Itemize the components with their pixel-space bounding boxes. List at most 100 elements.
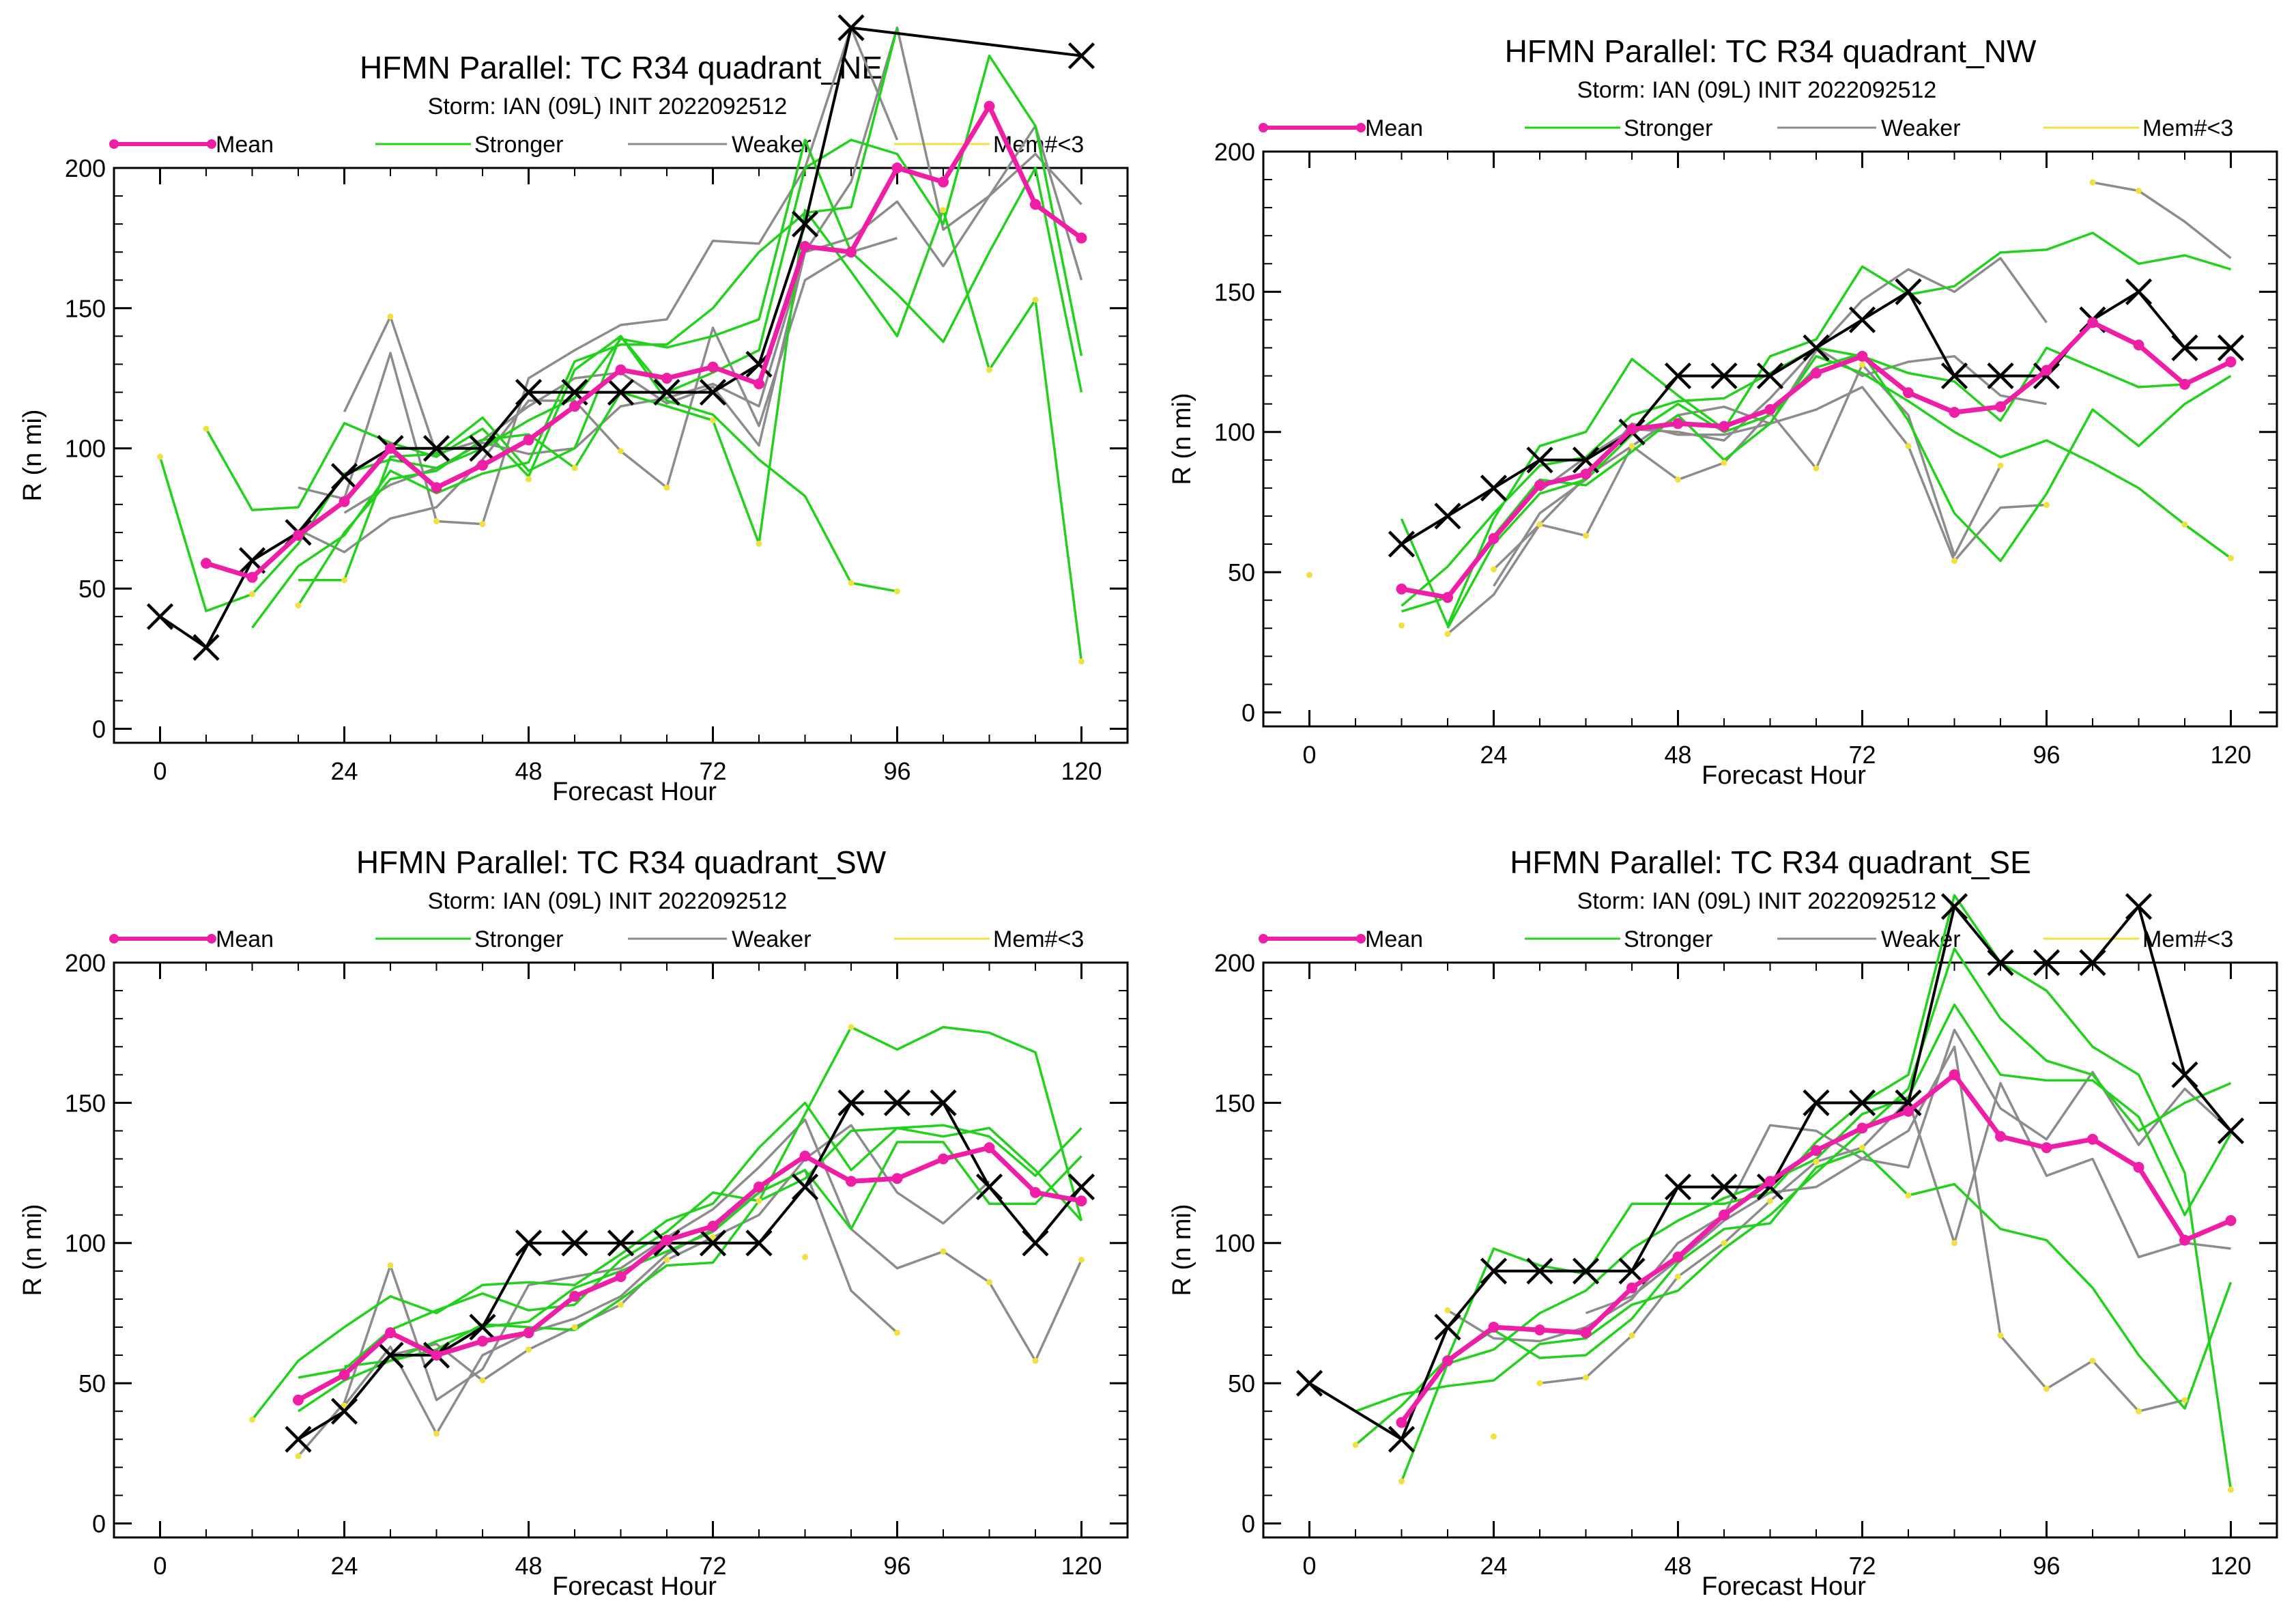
few-member-point (1813, 1159, 1820, 1165)
stronger-member-line-4 (1447, 1149, 2233, 1410)
observed-point (837, 1089, 865, 1116)
few-member-point (1628, 1332, 1635, 1339)
few-member-point (940, 1248, 947, 1255)
few-member-point (1905, 1192, 1912, 1199)
x-tick-label: 0 (153, 757, 167, 785)
mean-point (615, 1271, 627, 1283)
few-member-point (526, 1346, 532, 1353)
plot-frame (1262, 961, 2278, 1539)
data-layer (146, 14, 1095, 665)
mean-point (1995, 401, 2006, 412)
observed-point (2033, 362, 2061, 390)
few-member-point (1398, 1478, 1405, 1485)
few-member-point (1398, 622, 1405, 629)
observed-point (1664, 362, 1692, 390)
mean-point (523, 434, 534, 446)
x-tick-label: 48 (1664, 1552, 1691, 1580)
legend-stronger-label: Stronger (474, 926, 563, 952)
chart-panel-4: HFMN Parallel: TC R34 quadrant_SE Storm: … (1168, 845, 2278, 1601)
mean-point (1076, 232, 1087, 244)
legend-stronger-label: Stronger (1624, 115, 1712, 141)
observed-point (2217, 334, 2245, 362)
mean-point (1672, 418, 1684, 429)
observed-line (297, 1101, 1083, 1440)
legend: Mean Stronger Weaker Mem#<3 (1259, 115, 2233, 141)
x-tick-label: 24 (1480, 741, 1507, 769)
mean-point (799, 241, 811, 253)
observed-point (469, 435, 496, 462)
few-member-point (848, 580, 855, 586)
y-tick-label: 0 (92, 1509, 106, 1537)
mean-point (1030, 199, 1041, 210)
observed-point (1067, 42, 1095, 70)
x-tick-label: 72 (1848, 741, 1876, 769)
observed-point (1618, 1258, 1646, 1285)
observed-point (1526, 446, 1553, 474)
observed-point (285, 1425, 312, 1453)
legend-weaker-label: Weaker (732, 926, 812, 952)
few-member-point (1491, 566, 1497, 573)
few-member-point (1583, 533, 1589, 539)
observed-line (1308, 905, 2233, 1441)
mean-point (984, 1142, 995, 1154)
chart-subtitle: Storm: IAN (09L) INIT 2022092512 (1577, 888, 1937, 914)
observed-point (1388, 530, 1416, 558)
mean-point (891, 1173, 903, 1184)
chart-title: HFMN Parallel: TC R34 quadrant_NE (360, 50, 882, 85)
x-axis-label: Forecast Hour (552, 778, 717, 806)
mean-point (1764, 1176, 1776, 1187)
mean-point (707, 361, 719, 373)
x-tick-label: 48 (515, 757, 542, 785)
stronger-member-line-1 (251, 1101, 1082, 1421)
observed-point (1664, 1173, 1692, 1201)
mean-point (201, 558, 212, 569)
few-member-point (756, 540, 762, 547)
observed-point (1480, 474, 1508, 502)
observed-point (1803, 1089, 1830, 1116)
y-tick-label: 50 (1228, 558, 1255, 586)
mean-point (846, 246, 857, 258)
mean-point (1396, 583, 1407, 595)
x-tick-label: 24 (330, 757, 358, 785)
few-member-point (894, 588, 900, 595)
few-member-point (2136, 1408, 2142, 1415)
chart-title: HFMN Parallel: TC R34 quadrant_SE (1510, 845, 2031, 880)
few-member-point (387, 1262, 394, 1269)
few-member-point (618, 448, 624, 455)
few-member-point (479, 521, 486, 528)
few-member-point (1675, 477, 1681, 483)
mean-point (1719, 1209, 1730, 1221)
few-member-point (802, 1253, 808, 1260)
observed-point (1022, 1230, 1049, 1257)
mean-point (1580, 1327, 1592, 1339)
mean-point (1030, 1187, 1041, 1198)
few-member-point (203, 425, 210, 432)
few-member-point (986, 367, 992, 373)
few-member-point (1078, 1256, 1085, 1263)
y-tick-label: 150 (65, 1089, 106, 1117)
legend-weaker-label: Weaker (1881, 115, 1961, 141)
few-member-point (710, 1234, 716, 1241)
mean-point (1995, 1131, 2006, 1142)
few-member-point (249, 1416, 255, 1423)
mean-point (1764, 403, 1776, 415)
observed-point (1940, 893, 1968, 920)
mean-point (246, 571, 258, 583)
mean-line (205, 104, 1083, 580)
observed-point (1987, 362, 2014, 390)
x-tick-label: 0 (153, 1552, 167, 1580)
observed-point (1710, 362, 1738, 390)
observed-point (1895, 278, 1922, 305)
y-tick-label: 150 (1214, 278, 1255, 306)
mean-line (1399, 1072, 2232, 1424)
x-tick-label: 96 (883, 1552, 910, 1580)
few-member-point (1859, 1144, 1865, 1151)
mean-point (1949, 406, 1960, 418)
observed-point (1756, 1173, 1784, 1201)
observed-point (1480, 1258, 1508, 1285)
few-member-point (756, 1197, 762, 1204)
mean-point (938, 176, 949, 188)
x-tick-label: 120 (2210, 741, 2251, 769)
few-member-point (1352, 1441, 1359, 1448)
few-member-point (1444, 1307, 1451, 1314)
